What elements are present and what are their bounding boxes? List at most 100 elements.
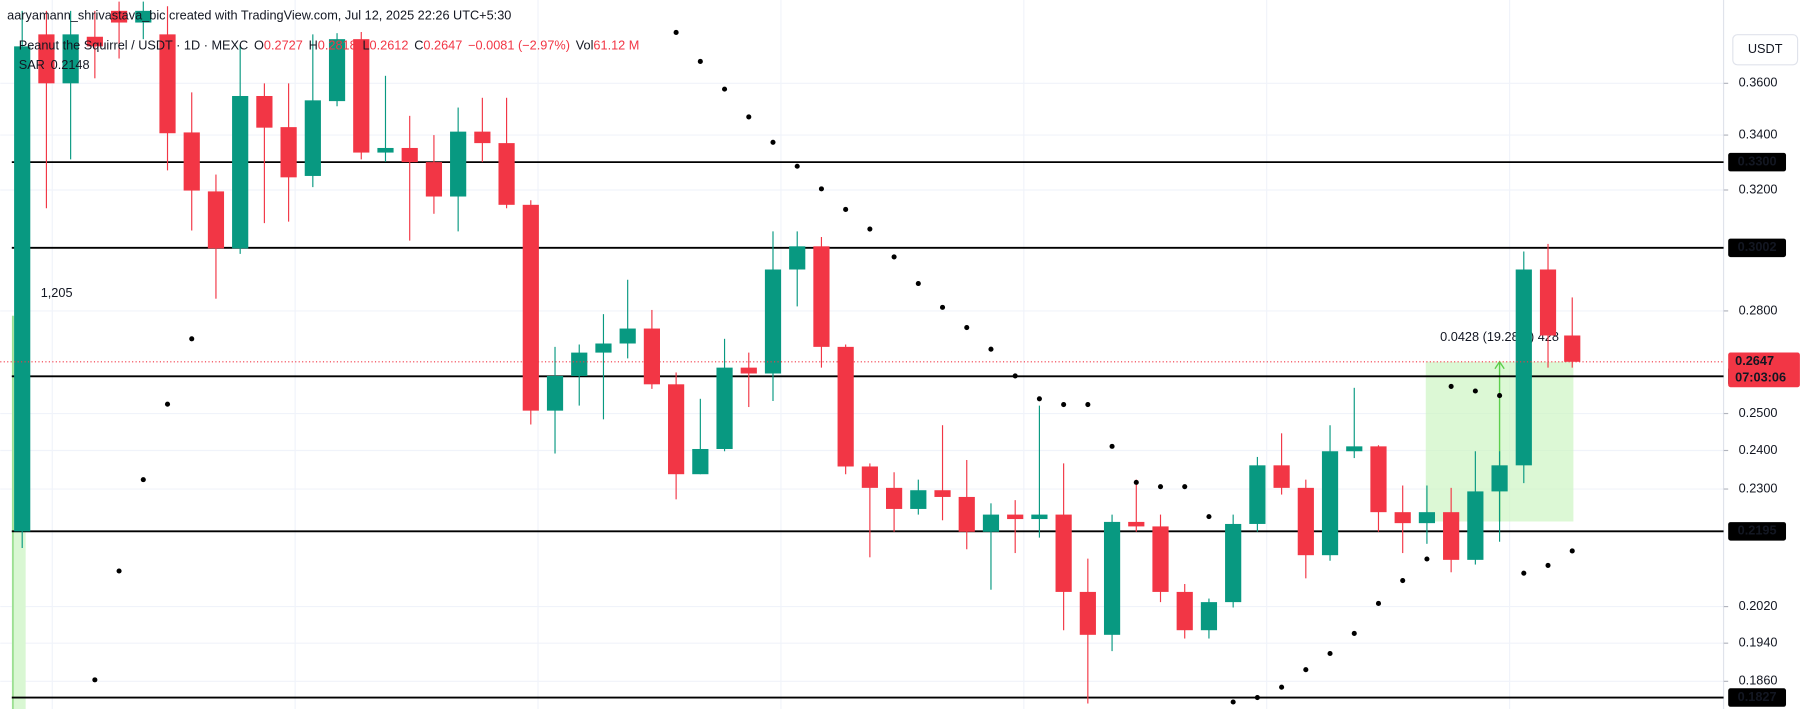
sar-dot xyxy=(1351,630,1357,636)
sar-name: SAR xyxy=(19,57,45,72)
candle-down xyxy=(643,328,660,385)
unit-button[interactable] xyxy=(1732,34,1799,66)
sar-dot xyxy=(1012,373,1018,379)
sar-dot xyxy=(1448,383,1454,389)
candle-down xyxy=(1539,269,1557,336)
candle-down xyxy=(1564,335,1581,362)
sar-dot xyxy=(1254,694,1260,701)
candle-up xyxy=(1225,523,1242,603)
candle-down xyxy=(813,246,830,347)
sar-dot xyxy=(140,477,146,483)
sar-dot xyxy=(1303,667,1309,673)
header: aaryamann_shrivastava_bic created with T… xyxy=(7,8,511,23)
sar-legend: SAR 0.2148 xyxy=(19,57,90,72)
level-tag xyxy=(1728,238,1787,258)
sar-dot xyxy=(1375,600,1382,607)
candle-down xyxy=(861,466,878,488)
candle-up xyxy=(1321,451,1339,556)
candle-up xyxy=(328,39,346,102)
sar-dot xyxy=(988,346,994,352)
sar-dot xyxy=(818,186,824,192)
candle-down xyxy=(401,147,418,163)
candle-up xyxy=(764,269,782,374)
candle-down xyxy=(1152,526,1169,592)
candle-down xyxy=(498,143,515,205)
candle-down xyxy=(522,204,539,411)
legend-value: 0.2647 xyxy=(423,38,462,53)
y-tick-label: 0.2400 xyxy=(1739,442,1778,457)
sar-dot xyxy=(673,29,679,36)
candle-down xyxy=(1128,521,1145,527)
candle-up xyxy=(1491,465,1508,492)
sar-dot xyxy=(794,163,800,169)
candle-up xyxy=(232,95,249,249)
candle-up xyxy=(304,100,321,176)
legend-key: L xyxy=(362,38,369,53)
candle-up xyxy=(571,352,588,376)
sar-dot xyxy=(697,58,703,65)
candle-up xyxy=(1249,465,1266,524)
sar-dot xyxy=(770,139,776,145)
legend-value: 0.2727 xyxy=(264,38,303,53)
sar-dot xyxy=(92,677,98,683)
sar-dot xyxy=(116,568,122,574)
legend-key: H xyxy=(309,38,318,53)
sar-dot xyxy=(1085,401,1091,408)
y-tick-label: 0.1860 xyxy=(1739,673,1778,688)
sar-dot xyxy=(1230,699,1236,705)
candle-down xyxy=(1273,465,1290,488)
sar-dot xyxy=(867,226,873,232)
candle-up xyxy=(62,34,79,84)
candle-down xyxy=(958,496,975,532)
candle-up xyxy=(789,246,806,270)
candle-down xyxy=(1079,591,1096,635)
candle-up xyxy=(1103,521,1121,635)
candle-up xyxy=(377,147,394,153)
candle-down xyxy=(1370,446,1387,513)
candle-down xyxy=(110,10,128,23)
sar-dot xyxy=(1424,556,1430,562)
sar-dot xyxy=(964,325,970,331)
grid xyxy=(51,0,1511,709)
candle-up xyxy=(982,514,1000,532)
sar-dot xyxy=(1182,484,1188,490)
candle-up xyxy=(1031,514,1048,520)
sar-dot xyxy=(891,254,897,260)
legend-key: C xyxy=(414,38,423,53)
volume-key: Vol xyxy=(576,38,594,53)
candle-up xyxy=(1418,512,1436,524)
candle-up xyxy=(619,328,636,344)
candle-up xyxy=(910,490,927,509)
level-tag xyxy=(1728,152,1787,172)
sar-dot xyxy=(1497,393,1503,399)
level-label: 0.3002 xyxy=(1738,239,1777,254)
candle-up xyxy=(595,343,612,353)
candle-down xyxy=(474,131,491,144)
candle-down xyxy=(256,95,273,128)
sar-dot xyxy=(1061,401,1067,408)
y-tick-label: 0.2500 xyxy=(1739,405,1778,420)
candle-up xyxy=(716,367,733,449)
sar-dot xyxy=(1569,548,1575,554)
legend: Peanut the Squirrel / USDT · 1D · MEXC O0… xyxy=(19,38,640,53)
candle-up xyxy=(135,10,152,23)
unit-label[interactable]: USDT xyxy=(1748,41,1783,56)
y-tick-label: 0.3400 xyxy=(1739,126,1778,141)
last-price-tag xyxy=(1728,352,1800,388)
candle-down xyxy=(1297,487,1314,556)
legend-key: O xyxy=(254,38,264,53)
sar-dot xyxy=(915,280,921,287)
y-tick-label: 0.3200 xyxy=(1739,181,1778,196)
candle-down xyxy=(1055,514,1072,592)
sar-dot xyxy=(1545,562,1551,568)
sar-dot xyxy=(722,86,728,92)
sar-value: 0.2148 xyxy=(51,57,90,72)
candle-down xyxy=(425,162,443,197)
sar-dot xyxy=(746,114,752,120)
candle-up xyxy=(1467,491,1484,560)
level-label: 0.3300 xyxy=(1738,153,1777,168)
candle-down xyxy=(207,191,225,249)
candle-down xyxy=(1176,591,1193,631)
